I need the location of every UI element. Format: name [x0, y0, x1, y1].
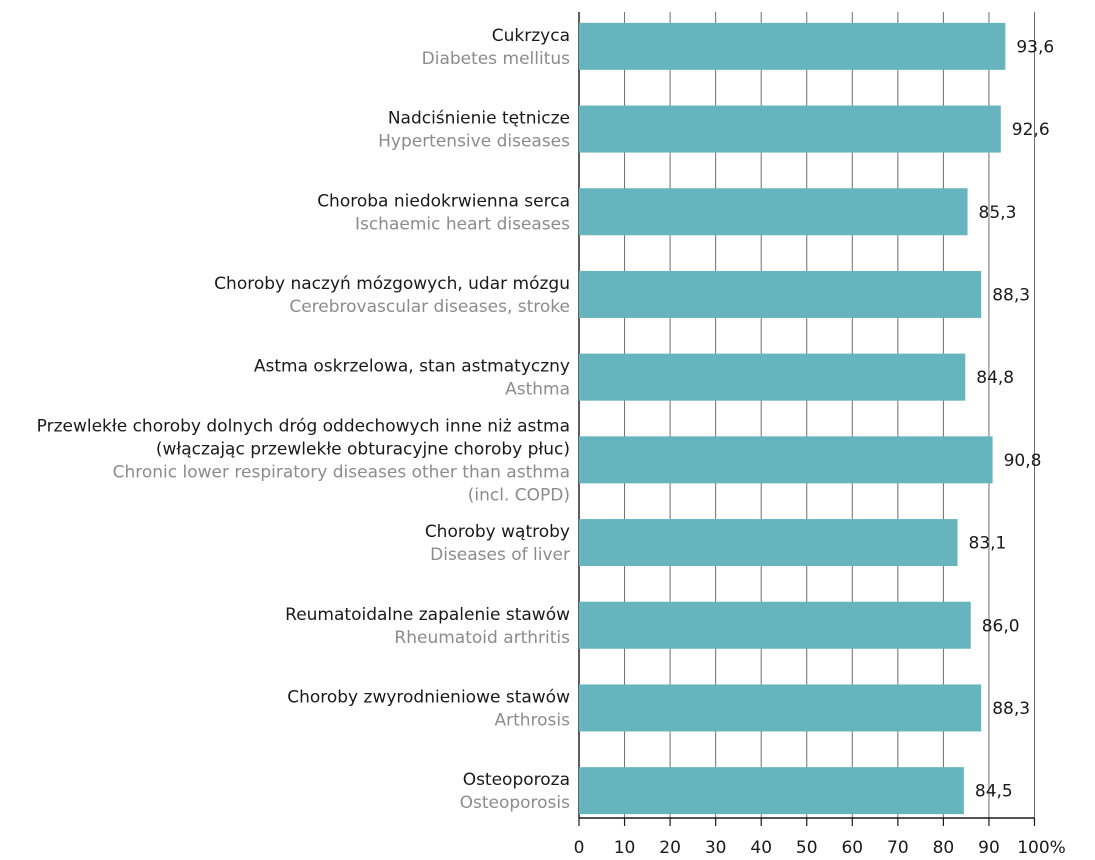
bar — [579, 188, 968, 236]
category-sublabel: Cerebrovascular diseases, stroke — [289, 297, 570, 317]
category-sublabel: Asthma — [505, 380, 570, 400]
category-sublabel: Ischaemic heart diseases — [355, 214, 570, 234]
category-sublabel: Osteoporosis — [460, 793, 571, 813]
category-label: Choroby zwyrodnieniowe stawów — [287, 687, 570, 707]
labels: 93,6 Cukrzyca Diabetes mellitus 92,6 Nadciśn… — [37, 26, 1066, 858]
category-sublabel: Hypertensive diseases — [378, 132, 570, 152]
x-tick-label: 50 — [796, 838, 818, 858]
value-label: 86,0 — [982, 616, 1020, 636]
x-tick-label: 100% — [1017, 838, 1066, 858]
x-tick-label: 20 — [659, 838, 681, 858]
value-label: 90,8 — [1004, 451, 1042, 471]
category-label: Osteoporoza — [463, 770, 570, 790]
bar — [579, 519, 958, 567]
x-tick-label: 70 — [887, 838, 909, 858]
x-tick-label: 80 — [933, 838, 955, 858]
value-label: 88,3 — [992, 699, 1030, 719]
x-tick-label: 40 — [750, 838, 772, 858]
category-label: Astma oskrzelowa, stan astmatyczny — [254, 357, 570, 377]
category-label: Cukrzyca — [492, 26, 570, 46]
bar — [579, 22, 1006, 70]
category-label: Reumatoidalne zapalenie stawów — [285, 605, 570, 625]
category-sublabel: Arthrosis — [494, 710, 570, 730]
bar — [579, 767, 964, 815]
bars — [579, 22, 1006, 815]
bar — [579, 684, 982, 732]
value-label: 84,5 — [975, 782, 1013, 802]
category-label: Choroby wątroby — [425, 522, 570, 542]
value-label: 93,6 — [1016, 37, 1054, 57]
bar — [579, 353, 966, 401]
category-label: Choroba niedokrwienna serca — [317, 191, 570, 211]
category-sublabel: Chronic lower respiratory diseases other… — [113, 462, 570, 482]
x-tick-label: 90 — [978, 838, 1000, 858]
category-label: (włączając przewlekłe obturacyjne chorob… — [156, 439, 570, 459]
category-sublabel: Diseases of liver — [430, 545, 570, 565]
x-tick-label: 30 — [705, 838, 727, 858]
value-label: 88,3 — [992, 285, 1030, 305]
category-sublabel: Diabetes mellitus — [422, 49, 570, 69]
x-tick-label: 0 — [574, 838, 585, 858]
x-tick-label: 10 — [614, 838, 636, 858]
category-label: Choroby naczyń mózgowych, udar mózgu — [214, 274, 570, 294]
value-label: 83,1 — [969, 534, 1007, 554]
bar — [579, 105, 1001, 153]
value-label: 85,3 — [979, 203, 1017, 223]
value-label: 92,6 — [1012, 120, 1050, 140]
category-sublabel: (incl. COPD) — [468, 485, 570, 505]
bar — [579, 601, 971, 649]
category-label: Przewlekłe choroby dolnych dróg oddechow… — [37, 416, 570, 436]
value-label: 84,8 — [976, 368, 1014, 388]
category-label: Nadciśnienie tętnicze — [388, 109, 570, 129]
bar — [579, 436, 993, 484]
x-tick-label: 60 — [841, 838, 863, 858]
category-sublabel: Rheumatoid arthritis — [394, 628, 570, 648]
bar — [579, 270, 982, 318]
